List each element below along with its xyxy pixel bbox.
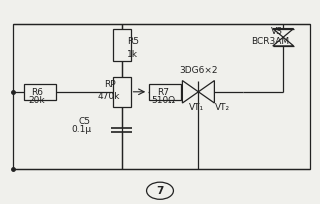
Bar xyxy=(24,84,56,100)
Text: 3DG6×2: 3DG6×2 xyxy=(179,66,218,75)
Text: 7: 7 xyxy=(156,186,164,196)
Text: BCR3AM: BCR3AM xyxy=(251,37,290,46)
Bar xyxy=(149,84,181,100)
Bar xyxy=(113,76,131,107)
Text: C5: C5 xyxy=(79,117,91,126)
Text: R7: R7 xyxy=(157,88,169,97)
Bar xyxy=(113,29,131,61)
Text: VT₂: VT₂ xyxy=(215,103,230,112)
Text: 1k: 1k xyxy=(127,50,138,59)
Text: VT₁: VT₁ xyxy=(189,103,204,112)
Text: VS: VS xyxy=(271,27,283,36)
Text: R5: R5 xyxy=(127,37,139,46)
Text: R6: R6 xyxy=(31,88,43,97)
Bar xyxy=(13,24,310,169)
Text: 0.1μ: 0.1μ xyxy=(72,125,92,134)
Text: RP: RP xyxy=(105,80,116,89)
Text: 510Ω: 510Ω xyxy=(151,96,175,105)
Text: 20k: 20k xyxy=(28,96,45,105)
Text: 470k: 470k xyxy=(98,92,120,101)
